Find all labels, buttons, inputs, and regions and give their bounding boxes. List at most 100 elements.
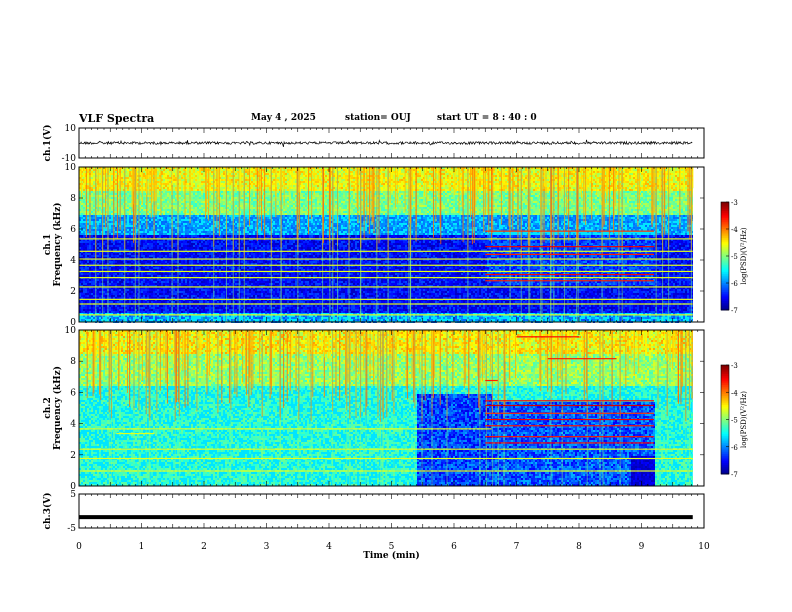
ch1-cell [125, 307, 127, 309]
ch1-cell [163, 317, 165, 319]
ch1-cell [169, 281, 171, 283]
ch1-cell [83, 211, 85, 213]
ch1-cell [165, 293, 167, 295]
ch1-cell [173, 209, 175, 211]
ch1-cell [117, 309, 119, 311]
ch1-cell [85, 275, 87, 277]
ch1-cell [147, 255, 149, 257]
ch1-cell [125, 201, 127, 203]
ch1-cell [111, 293, 113, 295]
ch1-cell [165, 269, 167, 271]
ch1-cell [93, 255, 95, 257]
ch1-cell [89, 273, 91, 275]
ch1-cell [153, 295, 155, 297]
ch1-cell [99, 291, 101, 293]
ch1-cell [121, 281, 123, 283]
ch1-cell [179, 311, 181, 313]
ch1-cell [99, 305, 101, 307]
ch1-cell [147, 289, 149, 291]
ch1-cell [165, 219, 167, 221]
ch1-cell [127, 185, 129, 187]
ch1-cell [159, 227, 161, 229]
ch1-cell [159, 309, 161, 311]
ch1-cell [153, 269, 155, 271]
ch1-cell [181, 255, 183, 257]
ch1-cell [91, 261, 93, 263]
ch1-cell [81, 297, 83, 299]
ch1-cell [173, 309, 175, 311]
ch1-cell [163, 191, 165, 193]
ch1-cell [129, 169, 131, 171]
ch1-cell [129, 295, 131, 297]
ch1-cell [151, 221, 153, 223]
ch1-cell [131, 241, 133, 243]
y-tick-label: 10 [65, 124, 77, 134]
ch1-cell [131, 245, 133, 247]
ch1-cell [147, 279, 149, 281]
ch1-cell [145, 305, 147, 307]
ch1-cell [97, 227, 99, 229]
ch1-cell [173, 231, 175, 233]
ch1-cell [169, 209, 171, 211]
ch1-cell [151, 247, 153, 249]
ch1-cell [111, 269, 113, 271]
ch1-cell [91, 233, 93, 235]
ch1-cell [91, 231, 93, 233]
ch1-cell [173, 319, 175, 321]
ch1-cell [163, 269, 165, 271]
ch1-cell [167, 235, 169, 237]
ch1-cell [145, 241, 147, 243]
ch1-cell [93, 269, 95, 271]
ch1-cell [165, 295, 167, 297]
ch1-cell [157, 293, 159, 295]
ch1-cell [163, 183, 165, 185]
ch1-cell [93, 197, 95, 199]
ch1-cell [127, 231, 129, 233]
ch1-cell [121, 177, 123, 179]
ch1-cell [165, 217, 167, 219]
ch1-cell [127, 267, 129, 269]
ch1-cell [127, 175, 129, 177]
ch1-cell [103, 213, 105, 215]
ch1-cell [87, 297, 89, 299]
ch1-cell [147, 247, 149, 249]
ch1-cell [91, 173, 93, 175]
ch1-cell [161, 295, 163, 297]
ch1-cell [121, 227, 123, 229]
ch1-cell [143, 247, 145, 249]
ch1-cell [119, 319, 121, 321]
ch1-cell [103, 311, 105, 313]
ch1-cell [131, 283, 133, 285]
ch1-cell [141, 283, 143, 285]
ch1-cell [83, 307, 85, 309]
ch1-cell [119, 273, 121, 275]
ch1-cell [125, 275, 127, 277]
ch1-cell [167, 197, 169, 199]
ch1-cell [149, 261, 151, 263]
ch1-cell [89, 275, 91, 277]
ch1-cell [133, 283, 135, 285]
ch1-cell [103, 201, 105, 203]
ch1-cell [103, 209, 105, 211]
ch1-cell [93, 245, 95, 247]
ch1-cell [87, 253, 89, 255]
ch1-cell [89, 269, 91, 271]
ch1-cell [161, 307, 163, 309]
ch1-cell [159, 295, 161, 297]
ch1-cell [149, 311, 151, 313]
ch1-cell [91, 177, 93, 179]
ch1-cell [121, 307, 123, 309]
ch1-cell [97, 317, 99, 319]
ch1-cell [151, 275, 153, 277]
ch1-cell [111, 211, 113, 213]
ch1-cell [141, 269, 143, 271]
ch1-cell [173, 183, 175, 185]
ch1-cell [125, 197, 127, 199]
ch1-cell [149, 295, 151, 297]
ch1-cell [125, 297, 127, 299]
ch1-cell [163, 255, 165, 257]
ch1-cell [165, 297, 167, 299]
ch1-cell [131, 275, 133, 277]
ch1-cell [141, 255, 143, 257]
ch1-cell [115, 195, 117, 197]
